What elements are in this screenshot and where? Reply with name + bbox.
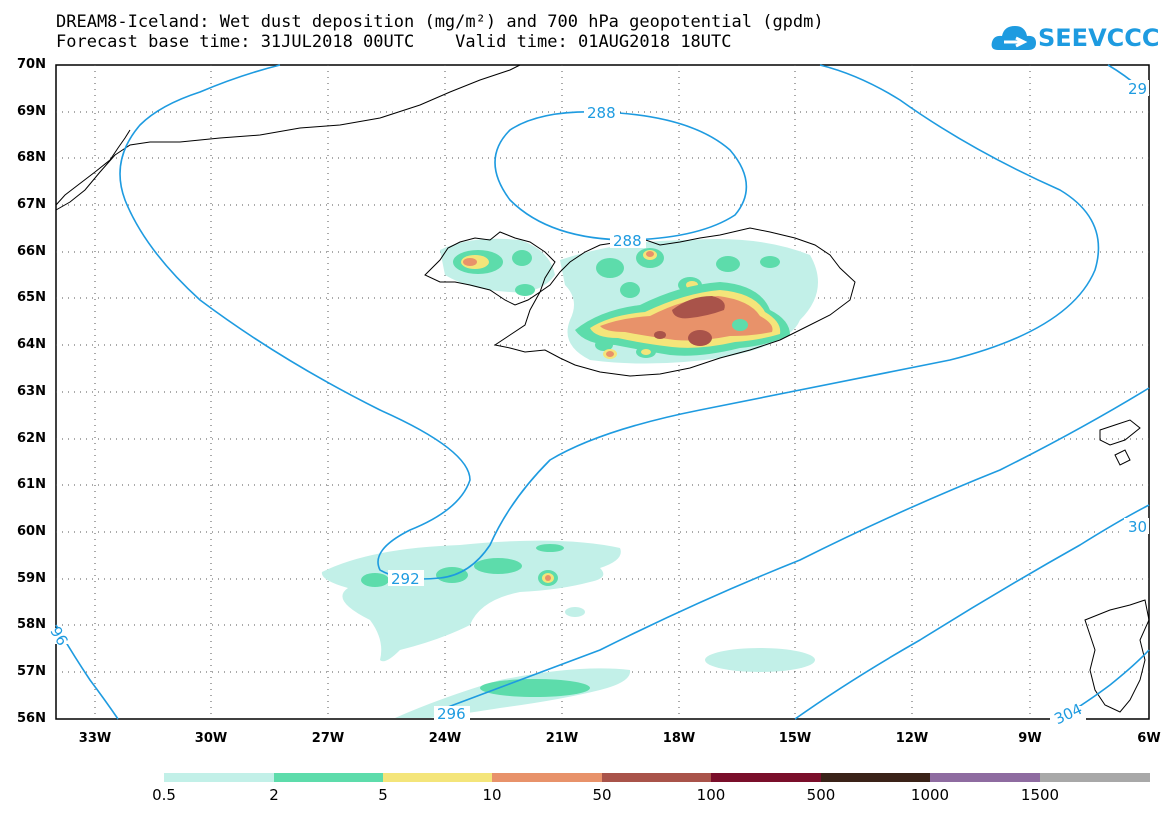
lat-label: 61N bbox=[17, 477, 46, 492]
colorbar-label: 100 bbox=[696, 786, 726, 804]
logo-text: SEEVCCC bbox=[1038, 24, 1160, 52]
contour-label: 288 bbox=[587, 104, 616, 122]
lon-label: 24W bbox=[428, 731, 462, 746]
lon-label: 27W bbox=[311, 731, 345, 746]
contour-label: 296 bbox=[437, 705, 466, 723]
lat-label: 56N bbox=[17, 711, 46, 726]
colorbar-label: 10 bbox=[482, 786, 502, 804]
lon-label: 30W bbox=[194, 731, 228, 746]
chart-title: DREAM8-Iceland: Wet dust deposition (mg/… bbox=[56, 12, 824, 32]
lon-label: 33W bbox=[78, 731, 112, 746]
colorbar-swatch bbox=[602, 773, 711, 782]
colorbar-label: 1500 bbox=[1020, 786, 1060, 804]
colorbar-swatch bbox=[821, 773, 930, 782]
lon-label: 15W bbox=[778, 731, 812, 746]
colorbar-swatch bbox=[274, 773, 383, 782]
lat-label: 68N bbox=[17, 150, 46, 165]
lat-label: 70N bbox=[17, 57, 46, 72]
lat-label: 63N bbox=[17, 384, 46, 399]
lon-label: 21W bbox=[545, 731, 579, 746]
lat-label: 58N bbox=[17, 617, 46, 632]
lon-label: 9W bbox=[1018, 731, 1042, 746]
contour-label-backgrounds bbox=[50, 80, 1149, 720]
dust-deposition-field bbox=[321, 238, 818, 718]
contour-label: 292 bbox=[391, 570, 420, 588]
colorbar-label: 500 bbox=[806, 786, 836, 804]
contour-label: 30 bbox=[1128, 518, 1147, 536]
colorbar-swatch bbox=[383, 773, 492, 782]
lon-label: 18W bbox=[662, 731, 696, 746]
lat-label: 60N bbox=[17, 524, 46, 539]
colorbar-swatch bbox=[1040, 773, 1150, 782]
contour-label: 29 bbox=[1128, 80, 1147, 98]
colorbar-label: 1000 bbox=[910, 786, 950, 804]
lon-label: 6W bbox=[1137, 731, 1161, 746]
colorbar-label: 50 bbox=[592, 786, 612, 804]
lat-label: 66N bbox=[17, 244, 46, 259]
colorbar-swatch bbox=[164, 773, 274, 782]
seevccc-logo: SEEVCCC bbox=[990, 18, 1170, 58]
lat-label: 64N bbox=[17, 337, 46, 352]
contour-label: 288 bbox=[613, 232, 642, 250]
lat-label: 59N bbox=[17, 571, 46, 586]
colorbar-label: 5 bbox=[378, 786, 388, 804]
chart-subtitle: Forecast base time: 31JUL2018 00UTC Vali… bbox=[56, 32, 732, 52]
lat-label: 62N bbox=[17, 431, 46, 446]
cloud-icon bbox=[991, 26, 1036, 50]
lat-label: 57N bbox=[17, 664, 46, 679]
lat-label: 67N bbox=[17, 197, 46, 212]
colorbar-swatch bbox=[711, 773, 821, 782]
colorbar-swatch bbox=[492, 773, 602, 782]
lat-label: 69N bbox=[17, 104, 46, 119]
colorbar-label: 2 bbox=[269, 786, 279, 804]
colorbar-swatch bbox=[930, 773, 1040, 782]
lat-label: 65N bbox=[17, 290, 46, 305]
lon-label: 12W bbox=[895, 731, 929, 746]
colorbar-label: 0.5 bbox=[152, 786, 176, 804]
contour-labels: 288 288 292 296 304 30 29 96 bbox=[46, 80, 1147, 728]
